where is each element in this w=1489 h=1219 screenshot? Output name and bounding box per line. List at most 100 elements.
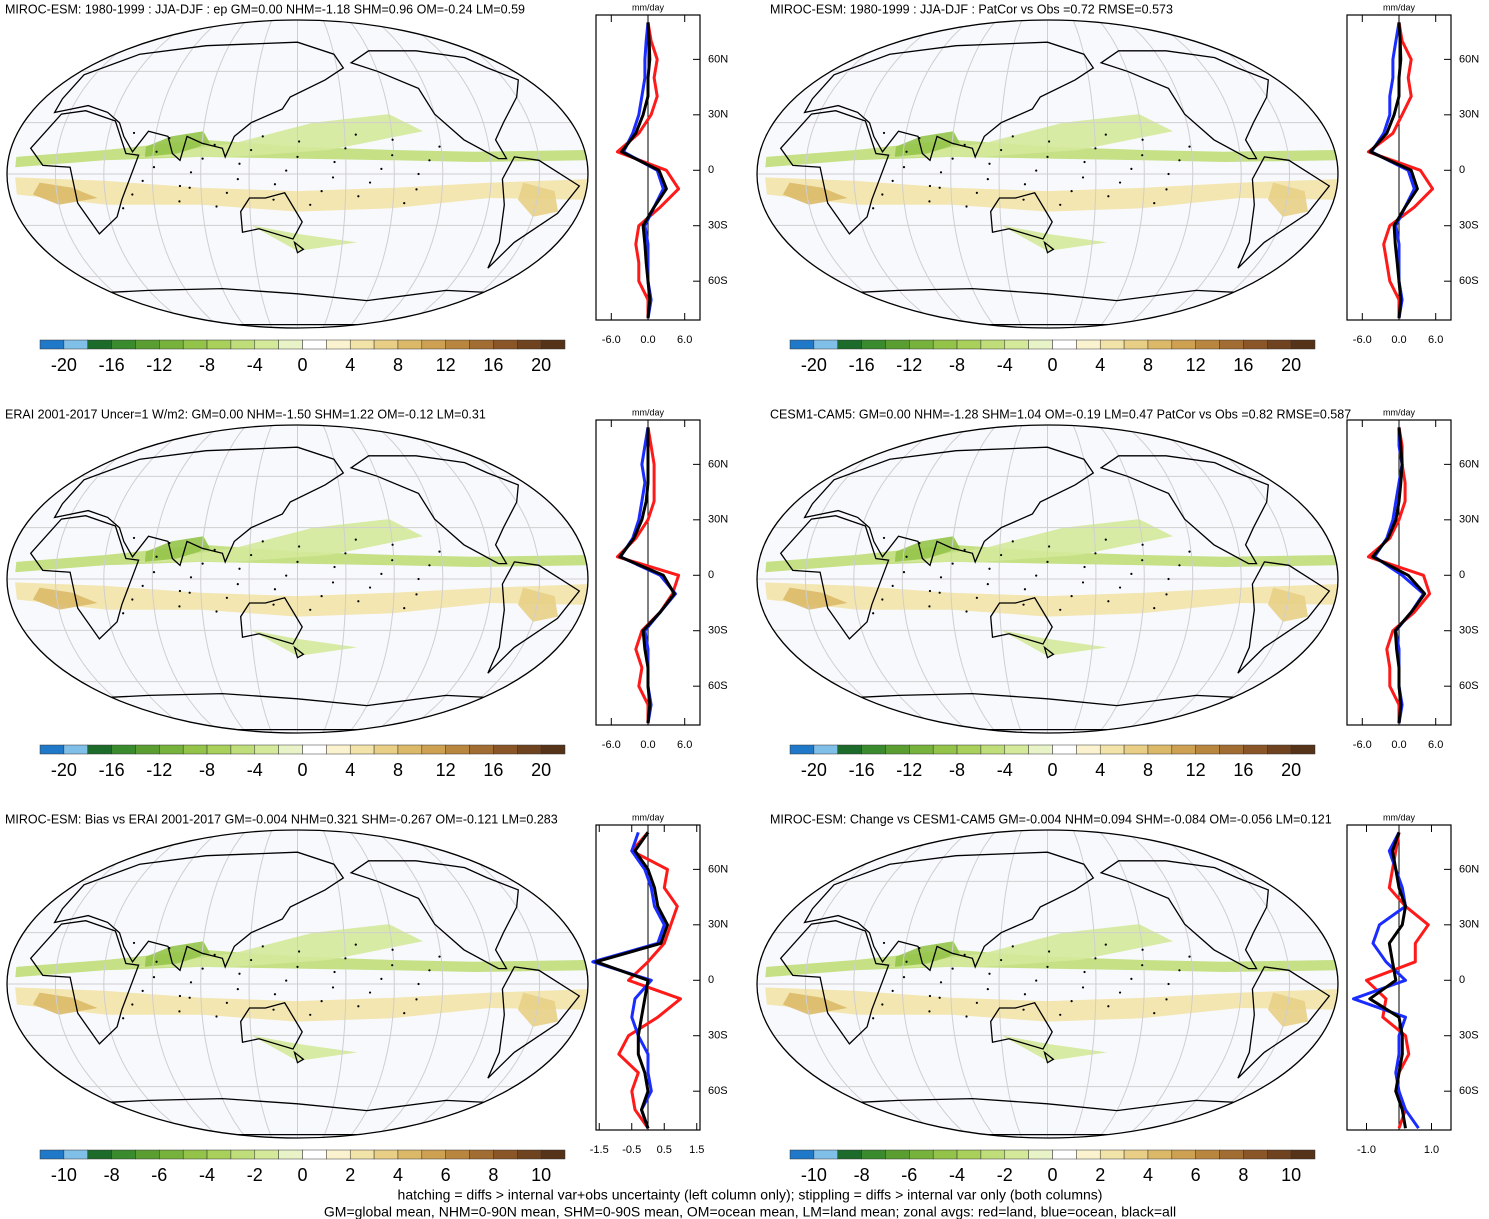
stipple — [988, 567, 991, 570]
zonal-mean-line — [1366, 22, 1435, 319]
stipple — [131, 193, 134, 196]
stipple — [391, 948, 394, 951]
colorbar-label: 20 — [531, 355, 551, 375]
colorbar-label: -8 — [949, 355, 965, 375]
colorbar-swatch — [885, 1149, 910, 1160]
coastline — [803, 851, 1095, 972]
stipple — [178, 1010, 181, 1013]
stipple — [905, 960, 908, 963]
stipple — [272, 198, 275, 201]
colorbar-swatch — [1004, 339, 1029, 350]
colorbar-label: 8 — [1143, 760, 1153, 780]
colorbar-swatch — [421, 1149, 446, 1160]
zonal-mean-line — [1368, 831, 1407, 1129]
stipple — [189, 981, 193, 984]
colorbar-swatch — [980, 744, 1006, 755]
colorbar-swatch — [813, 339, 838, 350]
stipple — [297, 545, 301, 548]
stipple — [1118, 991, 1122, 994]
colorbar-label: 8 — [1238, 1165, 1248, 1185]
colorbar-swatch — [206, 744, 232, 755]
stipple — [1167, 577, 1170, 581]
colorbar-swatch — [789, 744, 815, 755]
stipple — [891, 989, 894, 992]
x-tick-label: -1.5 — [590, 1144, 609, 1156]
map-border — [756, 424, 1339, 734]
y-tick-label: 60N — [708, 53, 728, 65]
stipple — [189, 171, 193, 174]
colorbar-label: 0 — [297, 1165, 307, 1185]
colorbar-swatch — [1076, 744, 1101, 755]
colorbar-swatch — [909, 1149, 934, 1160]
stipple — [273, 993, 277, 996]
stipple — [297, 950, 301, 953]
y-tick-label: 30S — [708, 1030, 728, 1042]
stipple — [928, 184, 932, 188]
stipple — [155, 960, 158, 963]
stipple — [225, 191, 228, 194]
y-tick-label: 0 — [708, 164, 714, 176]
stipple — [285, 169, 288, 172]
stipple — [881, 1003, 884, 1006]
colorbar-swatch — [421, 339, 446, 350]
stipple — [1094, 552, 1097, 555]
stipple — [380, 572, 383, 575]
colorbar-label: -8 — [199, 355, 215, 375]
colorbar-swatch — [885, 339, 910, 350]
stipple — [882, 536, 886, 540]
stipple — [1165, 188, 1168, 191]
colorbar-swatch — [373, 1149, 399, 1160]
colorbar-swatch — [1219, 339, 1244, 350]
stipple — [333, 970, 336, 974]
stipple — [988, 972, 991, 975]
stipple — [188, 186, 191, 189]
coastline — [1237, 966, 1331, 1079]
colorbar-swatch — [517, 1149, 542, 1160]
profile-unit: mm/day — [632, 2, 665, 12]
stipple — [938, 996, 941, 999]
colorbar-swatch — [421, 744, 446, 755]
y-tick-label: 60S — [708, 680, 728, 692]
y-tick-label: 60S — [708, 1085, 728, 1097]
stipple — [368, 181, 372, 184]
colorbar-label: 12 — [1186, 355, 1206, 375]
coastline — [779, 515, 890, 640]
colorbar-swatch — [63, 744, 88, 755]
colorbar-label: -8 — [854, 1165, 870, 1185]
y-tick-label: 30N — [708, 919, 728, 931]
coastline — [293, 240, 305, 254]
colorbar-label: 20 — [1281, 355, 1301, 375]
stipple — [415, 593, 418, 596]
stipple — [965, 205, 968, 208]
colorbar-label: 12 — [436, 760, 456, 780]
colorbar-swatch — [1219, 1149, 1244, 1160]
stipple — [881, 193, 884, 196]
colorbar-swatch — [349, 744, 375, 755]
stipple — [1081, 176, 1085, 179]
colorbar-swatch — [39, 1149, 65, 1160]
map-border — [6, 424, 589, 734]
colorbar-swatch — [326, 339, 351, 350]
stipple — [963, 953, 966, 957]
colorbar-swatch — [159, 339, 184, 350]
stipple — [354, 538, 357, 541]
colorbar-swatch — [445, 1149, 470, 1160]
colorbar-label: 12 — [1186, 760, 1206, 780]
colorbar-label: 0 — [1047, 1165, 1057, 1185]
colorbar-swatch — [909, 339, 934, 350]
colorbar-label: -10 — [51, 1165, 77, 1185]
stipple — [320, 190, 323, 193]
y-tick-label: 60S — [1459, 1085, 1479, 1097]
coastline — [349, 50, 519, 160]
stipple — [428, 564, 431, 567]
colorbar-label: -8 — [104, 1165, 120, 1185]
stipple — [380, 167, 383, 170]
x-tick-label: 0.0 — [640, 334, 655, 346]
stipple — [1011, 135, 1014, 138]
colorbar-swatch — [182, 339, 208, 350]
y-tick-label: 30S — [1459, 625, 1479, 637]
coastline — [76, 692, 519, 731]
colorbar-swatch — [837, 744, 862, 755]
panel-title: MIROC-ESM: 1980-1999 : JJA-DJF : ep GM=0… — [5, 2, 525, 16]
